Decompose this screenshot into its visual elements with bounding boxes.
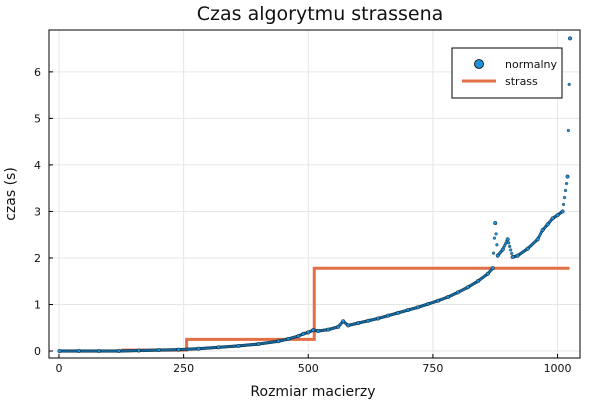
x-tick-label: 250 xyxy=(173,362,194,375)
x-tick-label: 500 xyxy=(298,362,319,375)
data-point xyxy=(341,319,346,324)
data-point xyxy=(490,266,495,271)
y-tick-label: 3 xyxy=(34,205,41,218)
y-tick-label: 0 xyxy=(34,345,41,358)
data-point xyxy=(376,316,381,321)
data-point xyxy=(510,255,515,260)
data-point xyxy=(415,305,420,310)
data-point xyxy=(495,243,499,247)
data-point xyxy=(563,188,568,193)
legend: normalny strass xyxy=(451,47,563,99)
data-point xyxy=(216,345,221,350)
data-point xyxy=(465,285,470,290)
x-axis-ticks: 0 250 500 750 1000 xyxy=(55,354,572,375)
data-point xyxy=(535,237,540,242)
data-point xyxy=(515,253,520,258)
data-point xyxy=(236,343,241,348)
data-point xyxy=(405,308,410,313)
data-point xyxy=(568,36,573,41)
y-axis-label: czas (s) xyxy=(3,167,19,221)
data-point xyxy=(336,324,341,329)
series-normalny xyxy=(57,36,573,354)
data-point xyxy=(445,295,450,300)
data-point xyxy=(500,247,505,252)
data-point xyxy=(435,298,440,303)
data-point xyxy=(311,328,316,333)
data-point xyxy=(507,241,511,245)
data-point xyxy=(296,334,301,339)
legend-box xyxy=(451,47,563,99)
x-tick-label: 0 xyxy=(55,362,62,375)
legend-label-strass: strass xyxy=(505,75,538,88)
x-tick-label: 750 xyxy=(422,362,443,375)
data-point xyxy=(561,202,566,207)
data-point xyxy=(540,228,545,233)
data-point xyxy=(566,128,570,133)
y-tick-label: 5 xyxy=(34,112,41,125)
data-point xyxy=(286,336,291,341)
data-point xyxy=(386,313,391,318)
data-point xyxy=(346,323,351,328)
data-point xyxy=(525,246,530,251)
data-point xyxy=(455,290,460,295)
data-point xyxy=(396,310,401,315)
series-strass xyxy=(59,266,570,353)
data-point xyxy=(196,346,201,351)
data-point xyxy=(76,349,81,354)
data-point xyxy=(57,349,62,354)
data-point xyxy=(510,251,514,256)
legend-marker-normalny xyxy=(474,59,484,69)
data-point xyxy=(425,302,430,307)
data-point xyxy=(492,251,496,255)
x-axis-label: Rozmiar macierzy xyxy=(250,384,375,400)
data-point xyxy=(564,181,569,186)
data-point xyxy=(550,216,555,221)
data-point xyxy=(256,342,261,347)
data-point xyxy=(301,331,306,336)
data-point xyxy=(136,348,141,353)
data-point xyxy=(567,82,571,86)
y-tick-label: 1 xyxy=(34,298,41,311)
y-tick-label: 6 xyxy=(34,66,41,79)
data-point xyxy=(306,330,311,335)
data-point xyxy=(545,222,550,227)
data-point xyxy=(565,174,570,179)
data-point xyxy=(495,253,500,258)
data-point xyxy=(356,321,361,326)
data-point xyxy=(116,349,121,354)
x-tick-label: 1000 xyxy=(544,362,572,375)
data-point xyxy=(485,271,490,276)
series-strass-line xyxy=(59,266,570,353)
data-point xyxy=(562,195,567,200)
data-point xyxy=(366,318,371,323)
data-point xyxy=(555,213,560,218)
data-point xyxy=(505,237,510,242)
data-point xyxy=(176,347,181,352)
y-tick-label: 4 xyxy=(34,159,41,172)
data-point xyxy=(493,221,498,226)
legend-label-normalny: normalny xyxy=(505,58,558,71)
chart-title: Czas algorytmu strassena xyxy=(197,3,444,25)
data-point xyxy=(560,209,565,214)
plot-frame xyxy=(48,29,581,359)
data-point xyxy=(316,329,321,334)
data-point xyxy=(509,248,513,252)
data-point xyxy=(492,236,496,240)
y-tick-label: 2 xyxy=(34,252,41,265)
data-point xyxy=(494,232,498,236)
data-point xyxy=(276,339,281,344)
data-point xyxy=(96,349,101,354)
y-axis-ticks: 0 1 2 3 4 5 6 xyxy=(34,66,53,358)
data-point xyxy=(326,327,331,332)
data-point xyxy=(475,279,480,284)
data-point xyxy=(156,348,161,353)
data-point xyxy=(508,244,512,248)
